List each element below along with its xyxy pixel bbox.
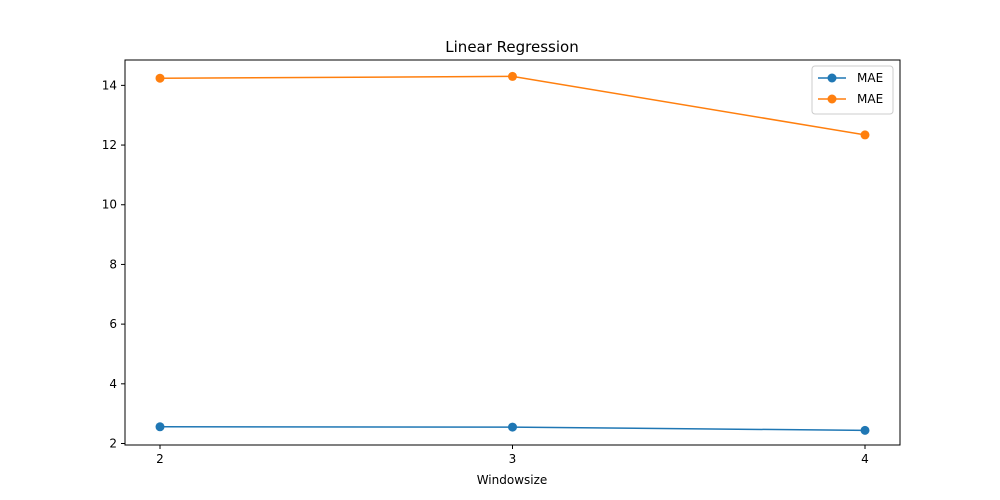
x-axis-title: Windowsize [477, 473, 548, 487]
series-1-point-3 [860, 425, 870, 435]
series-1-point-2 [508, 422, 517, 432]
legend-marker-1 [827, 73, 837, 83]
plot-frame [124, 59, 901, 446]
y-tick-label-6: 14 [102, 78, 117, 92]
series-1-point-1 [155, 422, 165, 432]
legend-marker-2 [827, 94, 837, 104]
y-tick-label-4: 10 [102, 198, 117, 212]
series-2-point-3 [860, 130, 870, 140]
x-tick-label-0: 2 [156, 452, 164, 466]
y-tick-label-5: 12 [102, 138, 117, 152]
y-tick-label-1: 4 [109, 377, 117, 391]
legend-label-1: MAE [857, 71, 883, 85]
y-tick-label-2: 6 [109, 317, 117, 331]
series-2-point-1 [155, 73, 165, 83]
plot-area: 2 4 6 8 10 12 14 2 3 4 [102, 71, 870, 466]
series-2-point-2 [508, 71, 517, 81]
legend-label-2: MAE [857, 92, 883, 106]
chart-title: Linear Regression [445, 38, 578, 56]
y-tick-label-0: 2 [109, 437, 117, 451]
x-tick-label-2: 4 [861, 452, 869, 466]
y-tick-label-3: 8 [109, 257, 117, 271]
legend: MAE MAE [811, 65, 894, 115]
x-tick-label-1: 3 [509, 452, 517, 466]
